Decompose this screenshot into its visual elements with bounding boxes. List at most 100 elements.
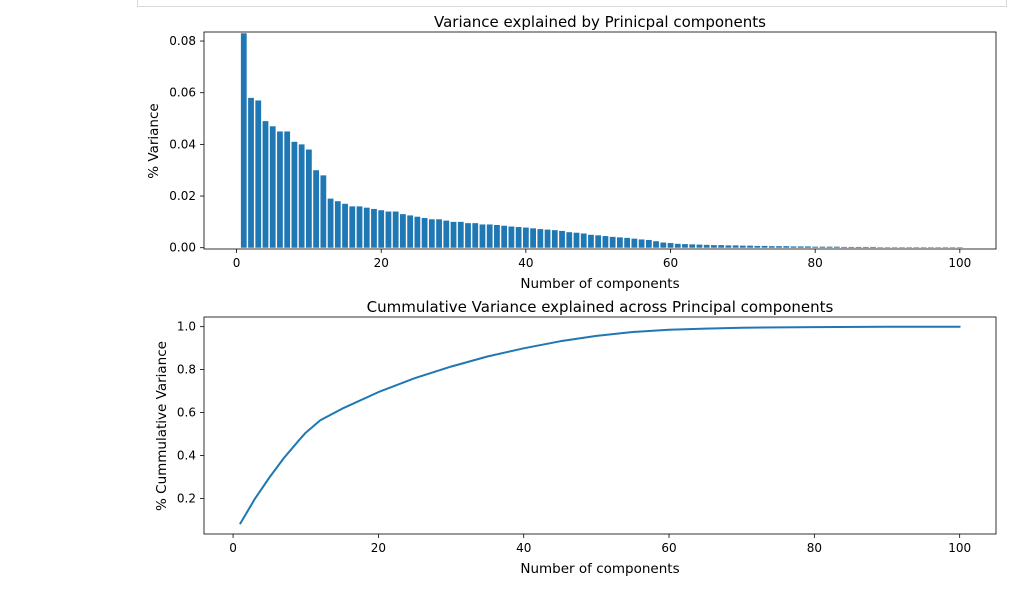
bar (703, 244, 710, 248)
bar (653, 241, 659, 248)
x-tick-label: 80 (808, 256, 823, 270)
bar (298, 144, 305, 248)
bar (747, 245, 753, 248)
chart1-x-label: Number of components (520, 276, 679, 292)
bar (472, 223, 479, 248)
bar (920, 247, 927, 248)
bar (631, 238, 638, 248)
chart2-y-ticks: 0.2 0.4 0.6 0.8 1.0 (177, 320, 204, 505)
chart1-title: Variance explained by Prinicpal componen… (434, 13, 766, 31)
y-tick-label: 0.8 (177, 363, 196, 377)
x-tick-label: 100 (948, 256, 971, 270)
bar (899, 247, 905, 248)
bar (913, 247, 920, 248)
bar (443, 220, 450, 248)
x-tick-label: 60 (663, 256, 678, 270)
bar (414, 216, 421, 248)
bar (428, 219, 435, 248)
bar (240, 33, 247, 248)
bar (588, 234, 594, 248)
bar (638, 239, 645, 248)
variance-bar-chart: Variance explained by Prinicpal componen… (146, 13, 997, 292)
bar (522, 227, 529, 248)
bar (277, 131, 283, 248)
bar (841, 246, 848, 248)
bar (711, 245, 717, 248)
chart2-series-line (239, 325, 961, 525)
bar (949, 247, 956, 248)
x-tick-label: 100 (948, 541, 971, 555)
bar (624, 237, 631, 248)
bar (327, 198, 334, 248)
chart1-x-ticks: 0 20 40 60 80 100 (233, 249, 971, 270)
notebook-cell-frame (137, 0, 1007, 7)
bar (371, 208, 377, 248)
bar (551, 230, 558, 248)
y-tick-label: 0.02 (169, 189, 196, 203)
bar (573, 232, 580, 248)
x-tick-label: 60 (661, 541, 676, 555)
bar (790, 246, 797, 248)
bar (761, 245, 768, 248)
bar (262, 121, 269, 248)
bar (674, 243, 681, 248)
y-tick-label: 0.00 (169, 241, 196, 255)
bar (291, 141, 298, 248)
x-tick-label: 20 (374, 256, 389, 270)
bar (400, 214, 406, 248)
bar (255, 100, 262, 248)
x-tick-label: 40 (516, 541, 531, 555)
bar (248, 97, 254, 248)
bar (501, 225, 508, 248)
bar (725, 245, 732, 248)
bar (884, 247, 891, 248)
bar (609, 236, 616, 248)
bar (537, 229, 544, 248)
bar (754, 245, 761, 248)
y-tick-label: 1.0 (177, 320, 196, 334)
bar (812, 246, 819, 248)
chart1-bars (240, 33, 963, 248)
chart1-y-label: % Variance (146, 103, 162, 178)
bar (580, 233, 587, 248)
bar (602, 236, 609, 248)
bar (421, 218, 428, 248)
chart2-x-ticks: 0 20 40 60 80 100 (229, 534, 971, 555)
bar (559, 230, 565, 248)
bar (645, 239, 652, 248)
bar (689, 244, 696, 248)
bar (356, 206, 363, 248)
bar (349, 206, 356, 248)
bar (436, 219, 442, 248)
y-tick-label: 0.4 (177, 448, 196, 462)
y-tick-label: 0.08 (169, 34, 196, 48)
bar (935, 247, 942, 248)
chart1-y-ticks: 0.00 0.02 0.04 0.06 0.08 (169, 34, 204, 255)
bar (407, 215, 414, 248)
bar (797, 246, 804, 248)
bar (515, 227, 522, 248)
bar (833, 246, 840, 248)
bar (334, 201, 341, 248)
bar (305, 149, 312, 248)
bar (465, 223, 471, 248)
bar (616, 237, 623, 248)
x-tick-label: 0 (229, 541, 237, 555)
bar (877, 247, 884, 248)
y-tick-label: 0.04 (169, 137, 196, 151)
bar (956, 247, 963, 248)
bar (862, 246, 869, 248)
bar (342, 203, 348, 248)
x-tick-label: 20 (371, 541, 386, 555)
bar (566, 232, 573, 248)
bar (378, 210, 385, 248)
y-tick-label: 0.6 (177, 406, 196, 420)
bar (848, 246, 855, 248)
bar (530, 228, 536, 248)
bar (732, 245, 739, 248)
bar (855, 246, 862, 248)
y-tick-label: 0.2 (177, 491, 196, 505)
bar (269, 126, 276, 248)
cumulative-variance-line-chart: Cummulative Variance explained across Pr… (154, 298, 997, 577)
